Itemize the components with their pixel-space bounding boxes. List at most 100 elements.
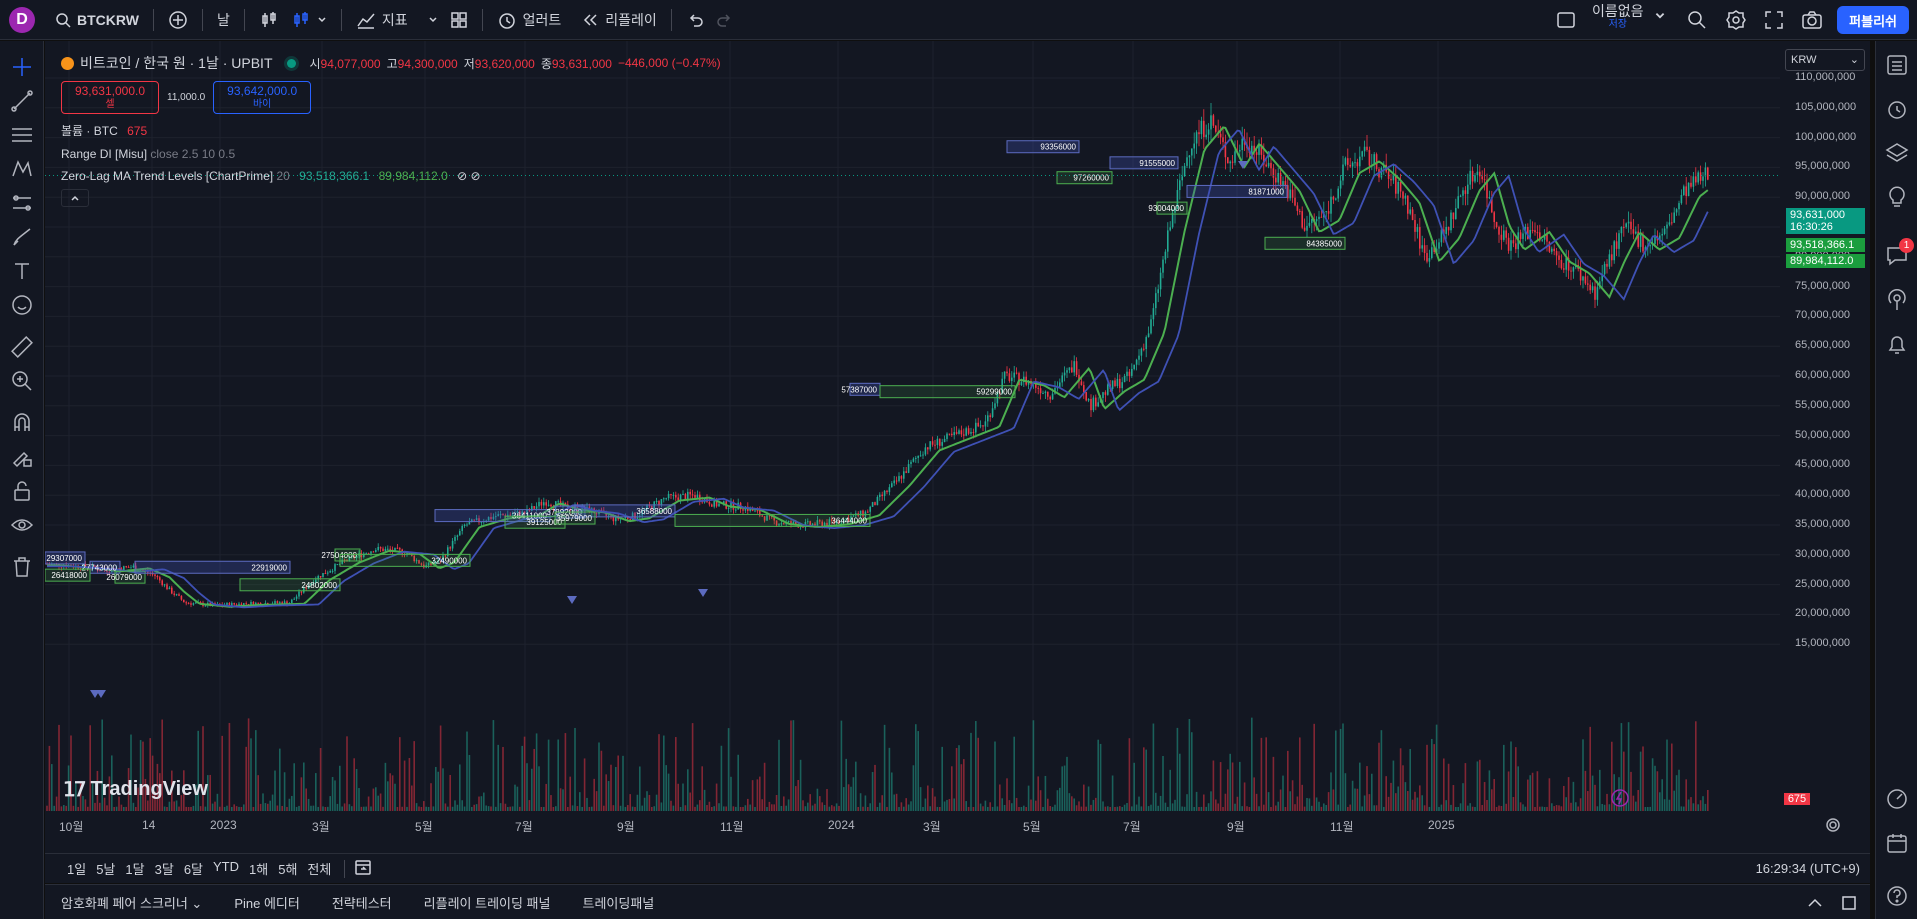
bar-style-bars-button[interactable] [253,4,285,36]
candle-body [444,555,447,557]
volume-legend[interactable]: 볼륨 · BTC 675 [61,122,721,139]
axis-settings-button[interactable] [1825,817,1841,836]
layout-checkbox[interactable] [1556,10,1576,33]
collapse-panel-button[interactable] [1806,894,1824,915]
volume-bar [379,793,382,811]
volume-bar [1527,779,1529,811]
zoom-tool[interactable] [10,369,34,393]
symbol-title[interactable]: 비트코인 / 한국 원 · 1날 · UPBIT [80,55,273,71]
settings-button[interactable] [1725,9,1747,34]
notifications-button[interactable] [1885,332,1909,356]
magnet-tool[interactable] [10,411,34,435]
range-button[interactable]: 3달 [154,862,174,877]
volume-bar [226,805,228,811]
ruler-tool[interactable] [10,335,34,359]
lock-drawings-tool[interactable] [10,479,34,503]
undo-button[interactable] [680,4,710,36]
layouts-button[interactable] [444,4,474,36]
bottom-tab[interactable]: 트레이딩패널 [582,895,655,911]
bottom-tab[interactable]: 암호화폐 페어 스크리너 ⌄ [61,895,203,911]
quick-search-button[interactable] [1686,9,1708,34]
volume-bar [535,733,538,811]
range-button[interactable]: 1달 [125,862,145,877]
collapse-legend-button[interactable] [61,189,89,207]
alerts-panel-button[interactable] [1885,97,1909,121]
range-button[interactable]: 1일 [67,862,87,877]
hide-drawings-tool[interactable] [10,513,34,537]
range-button[interactable]: 전체 [307,862,332,877]
layout-menu-button[interactable] [1654,10,1666,25]
candle-body [1308,222,1311,226]
currency-select[interactable]: KRW ⌄ [1785,49,1865,71]
pattern-tool[interactable] [10,157,34,181]
indicators-button[interactable]: 지표 [350,4,444,36]
symbol-search-button[interactable]: BTCKRW [49,4,145,36]
range-button[interactable]: 5날 [96,862,116,877]
maximize-panel-button[interactable] [1840,894,1858,915]
bottom-tab[interactable]: Pine 에디터 [234,895,300,911]
range-button[interactable]: 5해 [278,862,298,877]
volume-bar [684,805,687,811]
forecast-tool[interactable] [10,191,34,215]
volume-bar [1071,796,1073,811]
bottom-tab[interactable]: 전략테스터 [331,895,392,911]
candle-body [1008,373,1011,381]
sell-button[interactable]: 93,631,000.0 셀 [61,81,159,114]
volume-bar [425,806,427,811]
bar-style-candles-button[interactable] [285,4,333,36]
layout-save-button[interactable]: 이름없음 저장 [1592,4,1644,32]
interval-button[interactable]: 날 [216,11,230,28]
chats-button[interactable]: 1 [1885,238,1914,268]
range-button[interactable]: 6달 [183,862,204,877]
volume-bar [586,797,588,811]
volume-bar [547,739,550,811]
zero-lag-legend[interactable]: Zero-Lag MA Trend Levels [ChartPrime] 20… [61,169,721,183]
remove-drawings-tool[interactable] [10,555,34,579]
watchlist-button[interactable] [1885,53,1909,77]
compare-button[interactable] [162,4,194,36]
volume-bar [384,762,387,811]
streams-button[interactable] [1885,288,1909,312]
bottom-tab[interactable]: 리플레이 트레이딩 패널 [423,895,551,911]
redo-button[interactable] [710,4,740,36]
object-tree-button[interactable] [1885,141,1909,165]
range-button[interactable]: 1해 [249,862,269,877]
flash-icon-button[interactable] [1610,788,1630,811]
fullscreen-button[interactable] [1763,9,1785,34]
emoji-tool[interactable] [10,293,34,317]
volume-bar [125,806,127,811]
volume-bar [511,806,514,811]
volume-bar [58,724,60,811]
trendline-tool[interactable] [10,89,34,113]
candle-body [471,519,473,522]
alert-button[interactable]: 얼러트 [491,4,568,36]
calendar-button[interactable] [1885,831,1909,855]
dom-button[interactable] [1885,787,1909,811]
crosshair-tool[interactable] [10,55,34,79]
go-to-date-button[interactable] [353,857,373,880]
fib-tool[interactable] [10,123,34,147]
publish-button[interactable]: 퍼블리쉬 [1837,6,1909,34]
range-button[interactable]: YTD [213,859,240,874]
replay-button[interactable]: 리플레이 [575,4,663,36]
snapshot-button[interactable] [1801,9,1823,34]
candle-body [1659,235,1661,241]
candle-body [922,454,924,456]
help-button[interactable] [1885,884,1909,908]
buy-button[interactable]: 93,642,000.0 바이 [213,81,312,114]
volume-bar [802,800,804,811]
candle-body [1169,227,1171,231]
unlock-icon [14,481,30,501]
range-di-legend[interactable]: Range DI [Misu] close 2.5 10 0.5 [61,147,721,161]
ideas-button[interactable] [1885,185,1909,209]
open-value: 94,077,000 [320,56,381,71]
text-tool[interactable] [10,259,34,283]
timezone-clock[interactable]: 16:29:34 (UTC+9) [1755,861,1860,876]
chart-pane[interactable]: 29307000 27743000 26418000 26079000 22919000… [45,41,1870,853]
volume-bar [754,806,756,811]
stay-in-draw-tool[interactable] [10,445,34,469]
user-avatar[interactable]: D [9,6,35,33]
volume-bar [1560,806,1563,811]
brush-tool[interactable] [10,225,34,249]
